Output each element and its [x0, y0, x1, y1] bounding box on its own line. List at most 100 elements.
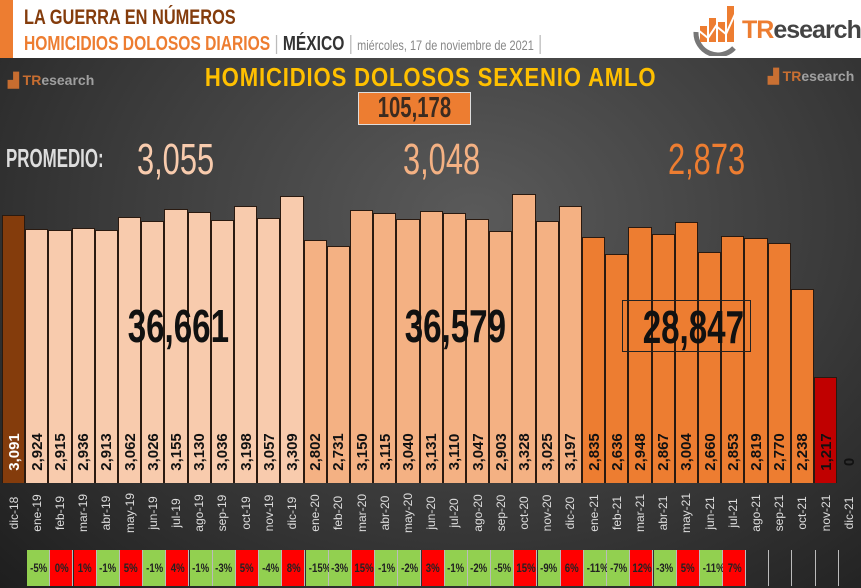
pct-change-cell: -2%	[398, 550, 422, 586]
month-label: mar-19	[72, 488, 95, 538]
pct-change-text: 0%	[54, 561, 69, 575]
grand-total-value: 105,178	[377, 92, 452, 124]
month-label: may-19	[118, 488, 141, 538]
value-text: 3,004	[677, 433, 695, 471]
month-label: feb-21	[605, 488, 628, 538]
promedio-label: PROMEDIO:	[6, 143, 156, 174]
month-label: abr-21	[652, 488, 675, 538]
pct-change-text: -1%	[192, 561, 210, 575]
month-label: feb-20	[327, 488, 350, 538]
bar-nov-20	[535, 220, 559, 483]
bar-may-19	[118, 217, 142, 483]
pct-change-text: -2%	[400, 561, 418, 575]
pct-change-cell: -1%	[143, 550, 167, 586]
pct-change-cell: 1%	[73, 550, 97, 586]
value-text: 2,853	[724, 433, 742, 471]
bar-ago-19	[187, 211, 211, 483]
pct-change-text: 12%	[632, 561, 653, 575]
month-label: mar-21	[628, 488, 651, 538]
pct-change-cell: -3%	[212, 550, 236, 586]
pct-change-text: 3%	[425, 561, 440, 575]
month-text: may-20	[400, 492, 415, 534]
month-text: ago-21	[748, 494, 763, 532]
month-label: mar-20	[350, 488, 373, 538]
pct-change-text: -1%	[145, 561, 163, 575]
bar-nov-21	[814, 377, 838, 483]
value-text: 3,110	[445, 433, 463, 471]
month-label: oct-19	[234, 488, 257, 538]
month-text: oct-21	[795, 496, 810, 530]
total-value: 36,579	[404, 300, 507, 352]
total-value: 36,661	[127, 300, 230, 352]
value-text: 3,026	[144, 433, 162, 471]
accent-stripe	[0, 0, 13, 58]
value-text: 2,770	[770, 433, 788, 471]
bar-sep-19	[210, 219, 234, 483]
pct-change-text: 5%	[240, 561, 254, 575]
pct-change-text: 5%	[124, 561, 138, 575]
pct-change-cell: 8%	[282, 550, 306, 586]
bar-oct-20	[512, 194, 536, 483]
value-text: 3,197	[561, 433, 579, 471]
month-text: jun-20	[424, 496, 439, 530]
value-text: 2,636	[608, 433, 626, 471]
pct-divider	[791, 550, 793, 586]
month-label: jun-19	[141, 488, 164, 538]
month-text: ene-21	[586, 494, 601, 532]
header-subtitle: HOMICIDIOS DOLOSOS DIARIOS | MÉXICO | mi…	[24, 33, 542, 56]
pct-change-cell: -5%	[491, 550, 515, 586]
month-label: dic-21	[837, 488, 860, 538]
bar-dic-19	[280, 196, 304, 483]
value-text: 2,819	[747, 433, 765, 471]
month-text: ene-20	[308, 494, 323, 532]
value-text: 3,025	[538, 433, 556, 471]
month-text: sep-19	[215, 494, 230, 532]
month-label: jun-21	[698, 488, 721, 538]
month-label: may-21	[675, 488, 698, 538]
value-text: 3,198	[237, 433, 255, 471]
value-text: 3,328	[515, 433, 533, 471]
value-text: 2,936	[74, 433, 92, 471]
value-text: 3,091	[5, 433, 23, 471]
logo-chart-icon	[693, 6, 737, 58]
month-label: feb-19	[48, 488, 71, 538]
month-label: sep-20	[489, 488, 512, 538]
bar-sep-20	[489, 231, 513, 483]
month-text: oct-19	[238, 496, 253, 530]
pct-change-text: 4%	[170, 561, 185, 575]
promedio-label-text: PROMEDIO:	[6, 143, 104, 173]
subtitle-country: MÉXICO	[282, 33, 345, 55]
pct-change-cell: -11%	[584, 550, 609, 586]
pct-change-cell: 5%	[236, 550, 259, 586]
watermark-logo-left: ▟ TResearch	[8, 72, 95, 88]
pct-change-text: -1%	[99, 561, 117, 575]
month-text: dic-18	[6, 496, 21, 530]
month-label: oct-20	[512, 488, 535, 538]
month-text: dic-20	[563, 496, 578, 530]
month-text: sep-21	[772, 494, 787, 532]
month-text: jun-21	[702, 496, 717, 530]
pct-change-text: 15%	[354, 561, 374, 575]
value-text: 2,924	[28, 433, 46, 471]
bar-ene-21	[582, 237, 606, 483]
pct-change-cell: -4%	[259, 550, 283, 586]
month-label: sep-19	[211, 488, 234, 538]
pct-change-cell: -5%	[27, 550, 51, 586]
pct-divider	[768, 550, 769, 586]
bar-jun-20	[419, 211, 443, 483]
chart-title-text: HOMICIDIOS DOLOSOS SEXENIO AMLO	[204, 62, 657, 92]
average-2021: 2,873	[668, 135, 778, 185]
value-text: 2,835	[585, 433, 603, 471]
bar-jul-21	[721, 235, 745, 483]
month-text: ene-19	[29, 494, 44, 532]
pct-change-text: 7%	[727, 561, 742, 575]
month-text: jul-21	[725, 498, 740, 528]
month-text: abr-20	[377, 495, 392, 531]
value-text: 2,731	[329, 433, 347, 471]
grand-total: 105,178	[358, 92, 471, 125]
average-value: 3,055	[137, 135, 215, 184]
pct-change-text: -15%	[308, 561, 331, 575]
month-label: dic-19	[280, 488, 303, 538]
month-text: nov-20	[540, 494, 555, 532]
month-text: ago-19	[192, 494, 207, 532]
